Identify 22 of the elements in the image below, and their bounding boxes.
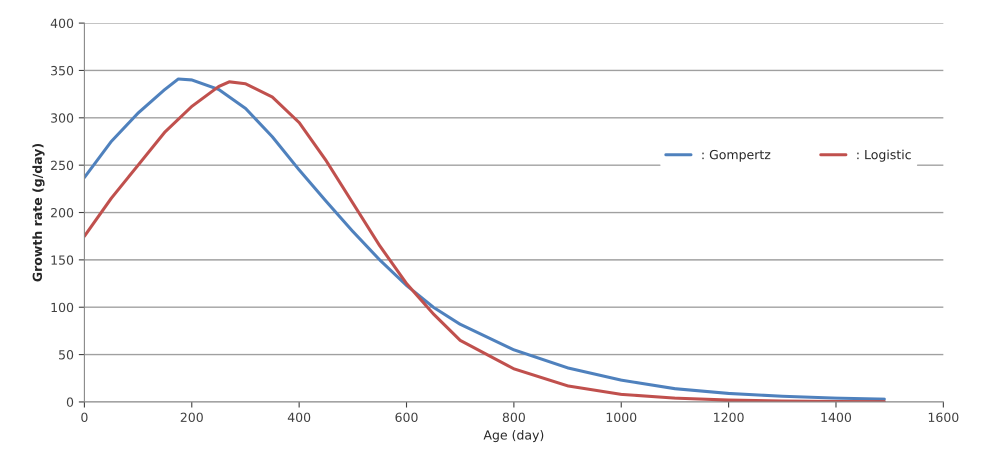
x-tick-label: 200: [180, 412, 203, 422]
x-tick-label: 1000: [606, 412, 636, 422]
y-tick-label: 300: [51, 113, 74, 123]
x-tick-label: 1600: [928, 412, 958, 422]
y-tick-label: 400: [50, 18, 74, 28]
x-tick-label: 800: [502, 412, 525, 422]
y-tick-label: 200: [51, 208, 74, 218]
y-axis-title: Growth rate (g/day): [32, 144, 45, 282]
y-tick-label: 350: [51, 66, 74, 76]
x-tick-label: 0: [81, 412, 88, 422]
legend-label: : Gompertz: [702, 150, 770, 162]
x-tick-label: 1200: [714, 412, 744, 422]
x-axis-title: Age (day): [484, 430, 544, 442]
y-tick-label: 100: [52, 302, 74, 312]
x-tick-label: 1400: [821, 412, 852, 422]
y-tick-label: 250: [51, 160, 74, 170]
x-tick-label: 600: [395, 412, 418, 422]
x-tick-label: 400: [288, 412, 310, 422]
legend-label: : Logistic: [857, 150, 911, 162]
y-tick-label: 150: [52, 255, 74, 265]
y-tick-label: 50: [59, 350, 74, 360]
y-tick-label: 0: [66, 397, 74, 407]
